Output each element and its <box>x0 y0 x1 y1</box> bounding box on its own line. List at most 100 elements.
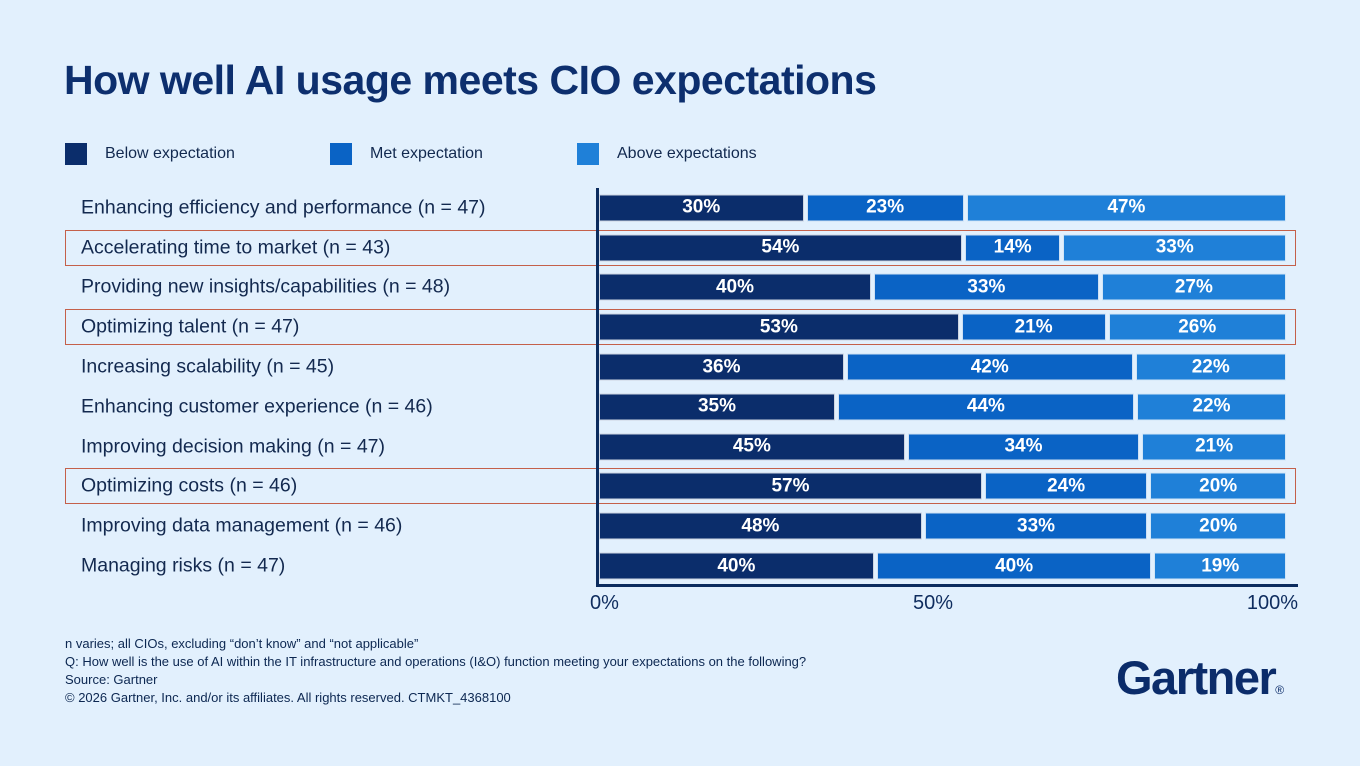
value-label: 48% <box>741 515 780 537</box>
value-label: 36% <box>702 356 741 378</box>
bar-segment-met: 33% <box>874 273 1099 301</box>
stacked-bar: 45% 34% 21% <box>599 433 1286 461</box>
bar-segment-below: 40% <box>599 552 874 580</box>
stacked-bar: 40% 33% 27% <box>599 273 1286 301</box>
y-axis-line <box>596 188 599 586</box>
category-label: Accelerating time to market (n = 43) <box>81 236 391 259</box>
chart-rows: Enhancing efficiency and performance (n … <box>0 188 1360 586</box>
value-label: 24% <box>1047 475 1086 497</box>
bar-segment-met: 34% <box>907 433 1140 461</box>
chart-row: Accelerating time to market (n = 43) 54% 1… <box>0 228 1360 268</box>
category-label: Enhancing customer experience (n = 46) <box>81 395 433 418</box>
footnote-line: Q: How well is the use of AI within the … <box>65 654 807 669</box>
legend-item-below: Below expectation <box>65 142 235 165</box>
legend-label-met: Met expectation <box>370 144 483 162</box>
stacked-bar: 30% 23% 47% <box>599 194 1286 222</box>
legend-item-above: Above expectations <box>577 142 757 165</box>
chart-row: Providing new insights/capabilities (n =… <box>0 268 1360 308</box>
legend-item-met: Met expectation <box>330 142 483 165</box>
value-label: 35% <box>697 395 736 417</box>
stacked-bar: 53% 21% 26% <box>599 313 1286 341</box>
value-label: 14% <box>993 236 1032 258</box>
footnote-line: © 2026 Gartner, Inc. and/or its affiliat… <box>65 690 511 705</box>
footnote-line: Source: Gartner <box>65 672 158 687</box>
bar-segment-above: 27% <box>1101 273 1286 301</box>
category-label: Improving data management (n = 46) <box>81 514 403 537</box>
stacked-bar: 36% 42% 22% <box>599 353 1286 381</box>
footnotes: n varies; all CIOs, excluding “don’t kno… <box>65 635 806 707</box>
bar-segment-met: 14% <box>964 234 1061 262</box>
x-tick-0: 0% <box>590 592 619 614</box>
bar-segment-below: 57% <box>599 472 982 500</box>
stacked-bar: 54% 14% 33% <box>599 234 1286 262</box>
value-label: 54% <box>761 236 800 258</box>
bar-segment-met: 33% <box>924 512 1148 540</box>
gartner-logo-text: Gartner <box>1116 651 1277 704</box>
value-label: 33% <box>1017 515 1056 537</box>
legend-swatch-met <box>330 142 352 165</box>
bar-segment-below: 35% <box>599 393 835 421</box>
value-label: 30% <box>682 196 721 218</box>
x-axis-line <box>596 584 1298 587</box>
chart-row: Enhancing customer experience (n = 46) 35… <box>0 387 1360 427</box>
value-label: 23% <box>866 196 905 218</box>
bar-segment-met: 44% <box>837 393 1134 421</box>
value-label: 22% <box>1192 395 1231 417</box>
value-label: 21% <box>1195 435 1234 457</box>
value-label: 20% <box>1199 475 1238 497</box>
value-label: 33% <box>967 276 1006 298</box>
value-label: 34% <box>1004 435 1043 457</box>
value-label: 53% <box>759 316 798 338</box>
registered-trademark-icon: ® <box>1275 683 1285 697</box>
page-title: How well AI usage meets CIO expectations <box>64 57 877 103</box>
value-label: 44% <box>966 395 1005 417</box>
legend-label-below: Below expectation <box>105 144 235 162</box>
stacked-bar: 48% 33% 20% <box>599 512 1286 540</box>
category-label: Providing new insights/capabilities (n =… <box>81 275 451 298</box>
gartner-logo: Gartner® <box>1116 650 1284 705</box>
bar-segment-above: 22% <box>1136 393 1286 421</box>
footnote-line: n varies; all CIOs, excluding “don’t kno… <box>65 636 419 651</box>
value-label: 33% <box>1155 236 1194 258</box>
value-label: 27% <box>1174 276 1213 298</box>
bar-segment-met: 42% <box>847 353 1133 381</box>
chart-row: Managing risks (n = 47) 40% 40% 19% <box>0 546 1360 586</box>
bar-segment-met: 24% <box>984 472 1148 500</box>
bar-segment-above: 26% <box>1108 313 1286 341</box>
bar-segment-met: 40% <box>876 552 1152 580</box>
value-label: 40% <box>715 276 755 298</box>
bar-segment-below: 36% <box>599 353 844 381</box>
category-label: Enhancing efficiency and performance (n … <box>81 196 486 219</box>
value-label: 42% <box>970 356 1009 378</box>
value-label: 57% <box>771 475 810 497</box>
stacked-bar: 57% 24% 20% <box>599 472 1286 500</box>
legend-label-above: Above expectations <box>617 144 757 162</box>
bar-segment-below: 40% <box>599 273 871 301</box>
value-label: 45% <box>732 435 771 457</box>
value-label: 26% <box>1178 316 1217 338</box>
bar-segment-below: 53% <box>599 313 959 341</box>
chart-row: Improving data management (n = 46) 48% 33%… <box>0 506 1360 546</box>
bar-segment-above: 22% <box>1135 353 1286 381</box>
chart-row: Enhancing efficiency and performance (n … <box>0 188 1360 228</box>
bar-segment-met: 23% <box>806 194 964 222</box>
value-label: 47% <box>1107 196 1146 218</box>
chart-row: Increasing scalability (n = 45) 36% 42% 22% <box>0 347 1360 387</box>
category-label: Increasing scalability (n = 45) <box>81 355 335 378</box>
legend: Below expectation Met expectation Above … <box>0 142 1360 166</box>
legend-swatch-above <box>577 142 599 165</box>
bar-segment-met: 21% <box>961 313 1106 341</box>
stacked-bar: 35% 44% 22% <box>599 393 1286 421</box>
chart-row: Optimizing talent (n = 47) 53% 21% 26% <box>0 307 1360 347</box>
category-label: Managing risks (n = 47) <box>81 554 286 577</box>
value-label: 40% <box>717 555 756 577</box>
value-label: 20% <box>1199 515 1238 537</box>
value-label: 19% <box>1201 555 1240 577</box>
value-label: 21% <box>1014 316 1053 338</box>
bar-segment-above: 20% <box>1150 472 1286 500</box>
chart-row: Improving decision making (n = 47) 45% 34%… <box>0 427 1360 467</box>
category-label: Optimizing talent (n = 47) <box>81 315 300 338</box>
category-label: Improving decision making (n = 47) <box>81 435 386 458</box>
value-label: 22% <box>1191 356 1230 378</box>
